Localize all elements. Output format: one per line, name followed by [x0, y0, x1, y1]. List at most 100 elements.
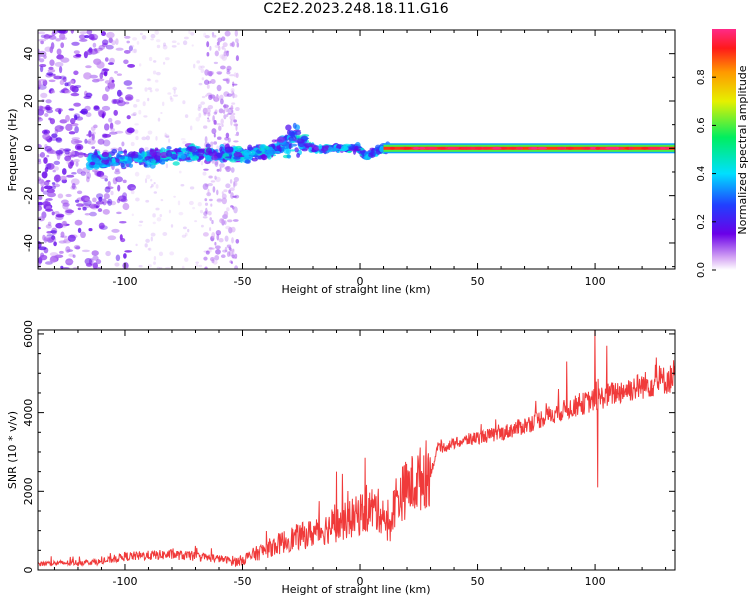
heatmap-cell — [212, 115, 215, 122]
heatmap-cell — [173, 195, 176, 198]
heatmap-cell — [182, 100, 186, 105]
heatmap-cell — [217, 37, 223, 43]
heatmap-cell — [61, 266, 70, 269]
heatmap-cell — [651, 146, 661, 150]
heatmap-cell — [111, 148, 118, 154]
heatmap-cell — [131, 48, 137, 54]
heatmap-cell — [150, 33, 156, 39]
heatmap-cell — [71, 137, 80, 141]
heatmap-cell — [233, 72, 237, 78]
heatmap-cell — [83, 51, 88, 59]
heatmap-cell — [70, 92, 80, 97]
heatmap-cell — [59, 33, 66, 40]
heatmap-cell — [135, 135, 139, 141]
heatmap-cell — [219, 54, 226, 59]
heatmap-cell — [170, 97, 174, 102]
heatmap-cell — [114, 130, 124, 134]
y-tick-label: 2000 — [22, 477, 35, 505]
heatmap-cell — [556, 146, 566, 150]
heatmap-cell — [96, 170, 105, 178]
heatmap-cell — [145, 174, 151, 180]
heatmap-cell — [152, 70, 157, 75]
heatmap-cell — [234, 30, 238, 37]
heatmap-cell — [123, 149, 128, 156]
heatmap-cell — [65, 246, 71, 253]
heatmap-cell — [138, 224, 143, 227]
x-tick-label: 50 — [471, 575, 485, 588]
heatmap-cell — [104, 57, 109, 62]
heatmap-cell — [130, 190, 135, 195]
heatmap-cell — [93, 265, 98, 269]
heatmap-cell — [233, 123, 239, 127]
heatmap-cell — [225, 165, 231, 173]
heatmap-cell — [38, 226, 41, 230]
heatmap-cell — [44, 145, 53, 152]
heatmap-cell — [38, 195, 43, 201]
heatmap-cell — [138, 109, 142, 115]
heatmap-cell — [85, 65, 92, 69]
y-tick-label: 0 — [22, 567, 35, 574]
heatmap-cell — [226, 113, 229, 117]
heatmap-cell — [168, 209, 171, 214]
heatmap-cell — [156, 266, 160, 269]
heatmap-cell — [73, 70, 79, 76]
heatmap-cell — [70, 30, 75, 34]
heatmap-cell — [204, 34, 210, 39]
heatmap-cell — [65, 260, 74, 264]
heatmap-cell — [371, 147, 375, 154]
heatmap-cell — [39, 106, 47, 112]
heatmap-cell — [38, 105, 44, 111]
heatmap-cell — [79, 38, 88, 42]
heatmap-cell — [217, 136, 222, 140]
heatmap-cell — [232, 112, 236, 116]
heatmap-cell — [145, 238, 150, 243]
heatmap-cell — [206, 84, 210, 89]
heatmap-cell — [203, 211, 208, 217]
heatmap-cell — [210, 257, 215, 262]
heatmap-cell — [120, 156, 125, 160]
snr-ticks: -100 -50 0 50 100 0 2000 4000 6000 — [22, 320, 675, 588]
heatmap-cell — [123, 49, 131, 54]
heatmap-cell — [218, 125, 222, 131]
heatmap-cell — [84, 138, 88, 144]
heatmap-cell — [220, 98, 224, 105]
heatmap-cell — [221, 193, 227, 200]
heatmap-cell — [54, 254, 64, 259]
heatmap-cell — [49, 136, 59, 141]
heatmap-cell — [290, 140, 296, 143]
heatmap-cell — [144, 178, 148, 184]
heatmap-cell — [164, 132, 167, 138]
heatmap-cell — [128, 163, 134, 168]
heatmap-cell — [59, 90, 65, 94]
heatmap-cell — [170, 224, 174, 228]
heatmap-cell — [46, 179, 51, 183]
heatmap-cell — [55, 38, 61, 42]
spectrogram-panel: -100 -50 0 50 100 -40 -20 0 20 40 Height of strai… — [6, 29, 676, 296]
heatmap-cell — [54, 61, 64, 67]
heatmap-cell — [209, 198, 213, 202]
heatmap-cell — [195, 116, 200, 122]
heatmap-cell — [145, 135, 151, 141]
heatmap-cell — [97, 138, 105, 145]
heatmap-cell — [107, 83, 115, 90]
heatmap-cell — [217, 45, 221, 52]
heatmap-cell — [232, 195, 237, 198]
heatmap-cell — [235, 55, 239, 62]
heatmap-cell — [91, 250, 99, 256]
heatmap-cell — [171, 40, 177, 44]
heatmap-cell — [162, 231, 168, 237]
heatmap-cell — [48, 79, 56, 83]
heatmap-cell — [215, 176, 221, 183]
heatmap-cell — [95, 78, 105, 82]
heatmap-cell — [282, 142, 291, 150]
heatmap-cell — [181, 234, 187, 238]
heatmap-cell — [290, 143, 298, 147]
heatmap-cell — [125, 96, 132, 101]
heatmap-cell — [103, 71, 108, 77]
heatmap-cell — [153, 181, 156, 185]
heatmap-cell — [216, 198, 223, 203]
heatmap-cell — [159, 158, 166, 165]
heatmap-cell — [229, 179, 233, 184]
heatmap-cell — [169, 95, 173, 100]
heatmap-cell — [153, 154, 161, 161]
